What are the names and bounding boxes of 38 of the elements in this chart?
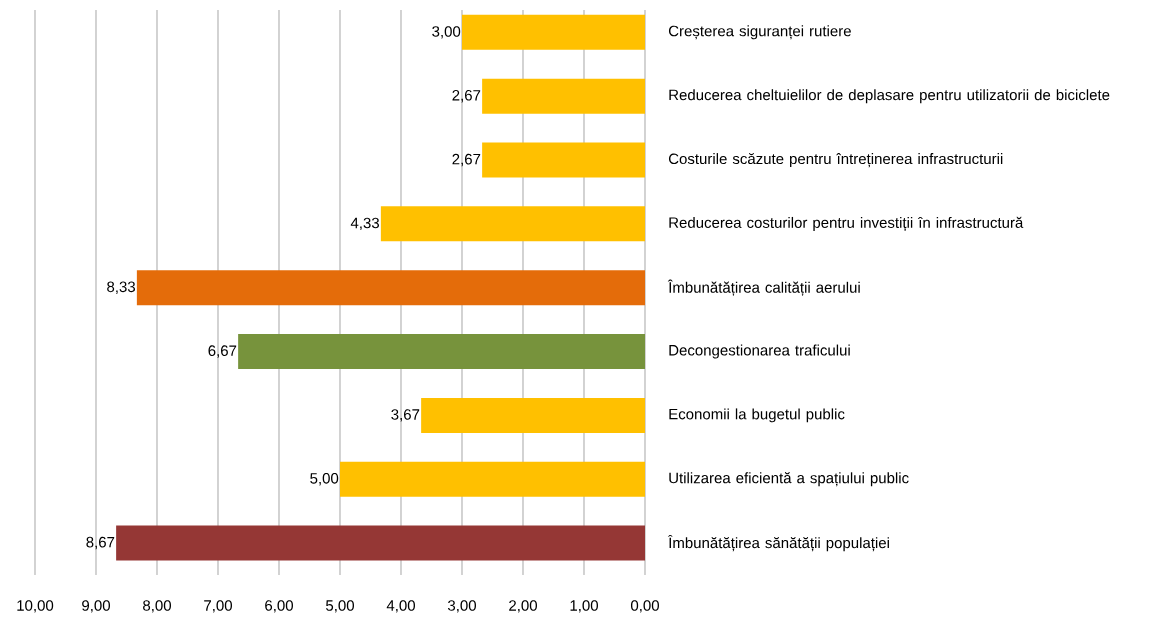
bar: [238, 334, 645, 370]
y-tick-label: Economii la bugetul public: [669, 408, 845, 423]
x-tick-label: 7,00: [204, 600, 232, 613]
x-tick-label: 0,00: [630, 600, 659, 613]
x-tick-label: 10,00: [17, 600, 54, 613]
y-tick-label: Îmbunătățirea sănătății populației: [667, 534, 889, 552]
data-label: 4,33: [350, 217, 380, 231]
x-tick-label: 8,00: [143, 600, 171, 613]
x-tick-label: 3,00: [447, 600, 476, 613]
x-tick-label: 2,00: [509, 600, 537, 613]
bar: [421, 397, 645, 433]
x-tick-label: 5,00: [326, 600, 354, 613]
bar: [116, 525, 645, 561]
data-label: 8,33: [107, 281, 136, 294]
y-tick-label: Îmbunătățirea calității aerului: [667, 279, 860, 296]
x-tick-label: 9,00: [82, 600, 110, 613]
bar: [340, 461, 645, 497]
bar: [462, 14, 645, 50]
y-tick-label: Creșterea siguranței rutiere: [668, 25, 851, 40]
data-label: 2,67: [452, 153, 481, 167]
y-tick-label: Utilizarea eficientă a spațiului public: [669, 472, 909, 487]
data-label: 3,67: [391, 409, 420, 422]
y-tick-label: Reducerea cheltuielilor de deplasare pentru utilizatorii de biciclete: [669, 89, 1110, 104]
data-label: 5,00: [310, 473, 339, 486]
x-tick-label: 6,00: [265, 600, 293, 613]
y-tick-label: Costurile scăzute pentru întreținerea infrastructurii: [668, 152, 1003, 168]
data-label: 6,67: [208, 345, 237, 358]
data-label: 8,67: [86, 536, 115, 550]
x-tick-label: 1,00: [570, 600, 598, 613]
data-label: 3,00: [432, 26, 461, 39]
x-tick-label: 4,00: [386, 600, 415, 613]
bar: [482, 142, 645, 178]
bar: [482, 78, 645, 114]
bar: [380, 206, 645, 242]
bar: [136, 270, 645, 306]
y-tick-label: Decongestionarea traficului: [669, 344, 850, 359]
y-tick-label: Reducerea costurilor pentru investiții în infrastructură: [669, 216, 1024, 231]
data-label: 2,67: [452, 89, 481, 103]
